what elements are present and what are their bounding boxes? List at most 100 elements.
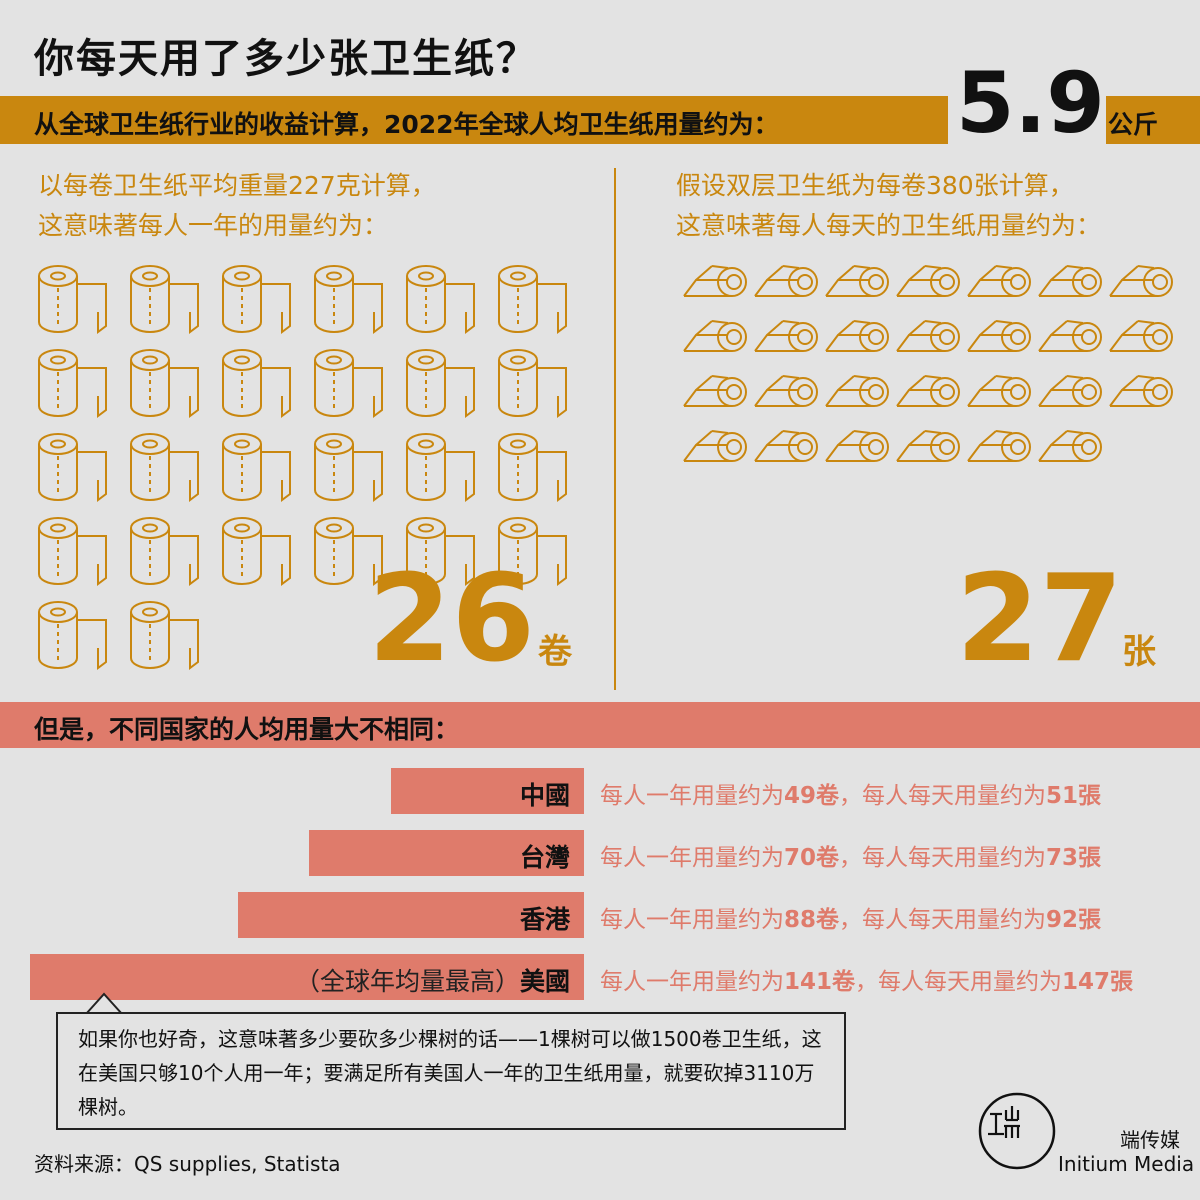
country-label: 香港 [520, 900, 570, 936]
sheets-per-day: 73張 [1046, 845, 1102, 871]
usage-text-part: ，每人每天用量约为 [839, 907, 1047, 933]
initium-logo-icon [978, 1092, 1056, 1170]
usage-text-part: ，每人每天用量约为 [839, 783, 1047, 809]
brand-name-en: Initium Media [1058, 1152, 1195, 1176]
rolls-per-year: 141卷 [784, 969, 856, 995]
country-usage-text: 每人一年用量约为70卷，每人每天用量约为73張 [600, 838, 1101, 872]
toilet-sheet-icon [1038, 375, 1102, 407]
comparison-text: 但是，不同国家的人均用量大不相同： [34, 715, 460, 744]
page-title: 你每天用了多少张卫生纸？ [34, 36, 538, 82]
usage-text-part: 每人一年用量约为 [600, 969, 784, 995]
toilet-roll-icon [130, 601, 199, 670]
toilet-roll-icon [38, 265, 107, 334]
brand-name-zh: 端传媒 [1120, 1128, 1180, 1152]
toilet-sheet-icon [1109, 265, 1173, 297]
toilet-sheet-icon [896, 320, 960, 352]
toilet-sheet-icon [825, 265, 889, 297]
sheets-per-day: 147張 [1062, 969, 1134, 995]
toilet-roll-icon [498, 433, 567, 502]
usage-text-part: ，每人每天用量约为 [839, 845, 1047, 871]
rolls-per-year: 70卷 [784, 845, 840, 871]
toilet-roll-icon [314, 433, 383, 502]
toilet-roll-icon [406, 433, 475, 502]
usage-text-part: 每人一年用量约为 [600, 783, 784, 809]
toilet-sheet-icon [1109, 375, 1173, 407]
toilet-sheet-icon [754, 320, 818, 352]
toilet-sheet-icon [896, 430, 960, 462]
rolls-per-year: 88卷 [784, 907, 840, 933]
toilet-roll-icon [222, 433, 291, 502]
toilet-sheet-icon [1109, 320, 1173, 352]
country-name: 台灣 [519, 843, 570, 872]
toilet-sheet-icon [754, 265, 818, 297]
sheets-per-day-value: 27 [956, 550, 1123, 689]
toilet-roll-icon [498, 265, 567, 334]
column-divider [614, 168, 616, 690]
toilet-roll-icon [498, 349, 567, 418]
country-label-note: （全球年均量最高） [294, 967, 520, 996]
toilet-sheet-icon [896, 265, 960, 297]
toilet-sheet-icon [683, 375, 747, 407]
headline-value-box: 5.9 [948, 58, 1106, 148]
toilet-sheet-icon [967, 320, 1031, 352]
toilet-sheet-icon [967, 265, 1031, 297]
sheets-unit: 张 [1122, 632, 1156, 672]
toilet-roll-icon [130, 517, 199, 586]
left-lead-line1: 以每卷卫生纸平均重量227克计算， [38, 171, 436, 200]
toilet-roll-icon [498, 517, 567, 586]
toilet-roll-icon [222, 265, 291, 334]
sheet-icon-grid [683, 265, 1173, 462]
toilet-roll-icon [130, 265, 199, 334]
country-usage-text: 每人一年用量约为88卷，每人每天用量约为92張 [600, 900, 1101, 934]
toilet-sheet-icon [825, 430, 889, 462]
rolls-per-year-value: 26 [368, 550, 535, 689]
headline-value: 5.9 [956, 54, 1105, 152]
headline-text: 从全球卫生纸行业的收益计算，2022年全球人均卫生纸用量约为： [34, 110, 779, 139]
country-name: 美國 [519, 967, 570, 996]
rolls-per-year: 49卷 [784, 783, 840, 809]
rolls-unit: 卷 [538, 632, 572, 672]
usage-text-part: 每人一年用量约为 [600, 907, 784, 933]
country-label: 台灣 [520, 838, 570, 874]
trees-callout: 如果你也好奇，这意味著多少要砍多少棵树的话——1棵树可以做1500卷卫生纸，这在… [56, 1012, 846, 1130]
source-note: 资料来源：QS supplies, Statista [34, 1152, 341, 1176]
left-lead-line2: 这意味著每人一年的用量约为： [38, 211, 389, 240]
right-lead: 假设双层卫生纸为每卷380张计算， 这意味著每人每天的卫生纸用量约为： [676, 166, 1101, 246]
country-bar: 中國 [391, 768, 584, 814]
country-label: 中國 [520, 776, 570, 812]
country-bar: （全球年均量最高）美國 [30, 954, 584, 1000]
toilet-roll-icon [38, 349, 107, 418]
usage-text-part: 每人一年用量约为 [600, 845, 784, 871]
country-usage-text: 每人一年用量约为49卷，每人每天用量约为51張 [600, 776, 1101, 810]
toilet-sheet-icon [683, 430, 747, 462]
toilet-roll-icon [130, 433, 199, 502]
right-lead-line2: 这意味著每人每天的卫生纸用量约为： [676, 211, 1102, 240]
toilet-sheet-icon [967, 430, 1031, 462]
toilet-roll-icon [222, 517, 291, 586]
toilet-sheet-icon [896, 375, 960, 407]
sheets-per-day: 51張 [1046, 783, 1102, 809]
right-lead-line1: 假设双层卫生纸为每卷380张计算， [676, 171, 1074, 200]
toilet-sheet-icon [1038, 430, 1102, 462]
toilet-roll-icon [406, 265, 475, 334]
toilet-roll-icon [314, 265, 383, 334]
sheets-per-day: 92張 [1046, 907, 1102, 933]
country-name: 中國 [519, 781, 570, 810]
toilet-sheet-icon [754, 430, 818, 462]
toilet-sheet-icon [825, 320, 889, 352]
comparison-band: 但是，不同国家的人均用量大不相同： [0, 702, 1200, 748]
toilet-roll-icon [38, 433, 107, 502]
roll-icon-grid [38, 265, 567, 670]
country-usage-text: 每人一年用量约为141卷，每人每天用量约为147張 [600, 962, 1133, 996]
toilet-sheet-icon [754, 375, 818, 407]
toilet-sheet-icon [825, 375, 889, 407]
callout-text: 如果你也好奇，这意味著多少要砍多少棵树的话——1棵树可以做1500卷卫生纸，这在… [78, 1027, 822, 1119]
toilet-sheet-icon [1038, 265, 1102, 297]
toilet-roll-icon [314, 349, 383, 418]
toilet-roll-icon [222, 349, 291, 418]
country-bar: 香港 [238, 892, 584, 938]
country-name: 香港 [519, 905, 570, 934]
toilet-roll-icon [314, 517, 383, 586]
toilet-roll-icon [406, 349, 475, 418]
toilet-sheet-icon [1038, 320, 1102, 352]
